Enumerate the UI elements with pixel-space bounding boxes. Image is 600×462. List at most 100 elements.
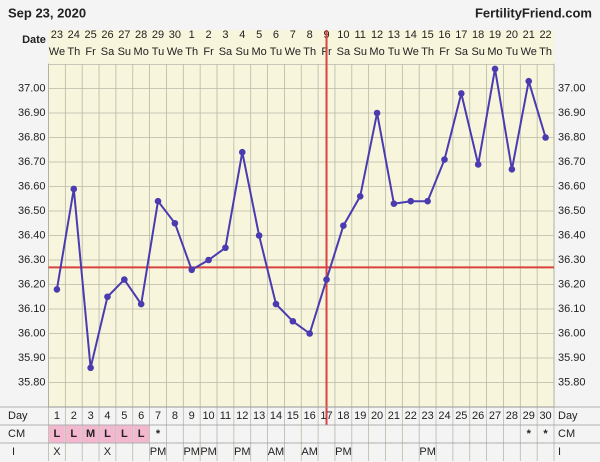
day-number: 22 — [405, 410, 417, 422]
y-tick-label-right: 36.00 — [558, 327, 586, 339]
weekday: We — [167, 46, 183, 58]
day-number: 9 — [189, 410, 195, 422]
temperature-point — [323, 276, 330, 283]
weekday: We — [403, 46, 419, 58]
temperature-point — [525, 77, 533, 85]
temperature-point — [188, 266, 196, 274]
weekday: Su — [236, 46, 249, 58]
temperature-point — [70, 185, 78, 193]
day-number: 2 — [71, 410, 77, 422]
temperature-point — [53, 286, 61, 293]
temperature-point — [154, 197, 162, 205]
temperature-point — [171, 219, 179, 227]
cm-value: L — [138, 428, 145, 440]
day-number: 16 — [304, 410, 316, 422]
weekday: Su — [353, 46, 366, 58]
cm-value: * — [527, 428, 532, 440]
day-number: 14 — [270, 410, 282, 422]
day-number: 19 — [354, 410, 366, 422]
cm-value: L — [54, 428, 61, 440]
day-number: 25 — [455, 410, 467, 422]
y-tick-label: 36.90 — [18, 107, 46, 119]
intercourse-value: AM — [301, 446, 318, 458]
temperature-point — [340, 222, 347, 229]
temperature-point — [222, 244, 229, 252]
temperature-point — [289, 317, 297, 325]
weekday: We — [49, 46, 65, 58]
date: 1 — [189, 29, 195, 41]
temperature-point — [491, 65, 499, 73]
intercourse-value: PM — [150, 446, 167, 458]
date: 27 — [118, 29, 130, 41]
intercourse-value: PM — [183, 446, 200, 458]
cm-cell — [116, 425, 133, 443]
y-tick-label-right: 36.20 — [558, 278, 586, 290]
weekday: Th — [421, 46, 434, 58]
y-tick-label-right: 36.10 — [558, 303, 586, 315]
temperature-point — [121, 276, 128, 283]
cm-label-right: CM — [558, 428, 575, 440]
temperature-point — [255, 232, 263, 239]
date: 10 — [337, 29, 349, 41]
y-tick-label: 35.90 — [18, 352, 46, 364]
weekday: Su — [118, 46, 131, 58]
temperature-point — [272, 300, 280, 308]
day-number: 20 — [371, 410, 383, 422]
temperature-point — [407, 197, 415, 205]
weekday: Sa — [219, 46, 233, 58]
date: 4 — [239, 29, 245, 41]
temperature-point — [104, 293, 111, 301]
y-tick-label-right: 36.90 — [558, 107, 586, 119]
temperature-point — [542, 134, 549, 141]
cm-value: L — [104, 428, 111, 440]
cm-cell — [65, 425, 82, 443]
y-tick-label: 36.60 — [18, 180, 46, 192]
y-tick-label: 36.10 — [18, 303, 46, 315]
day-number: 30 — [539, 410, 551, 422]
y-tick-label: 36.80 — [18, 131, 46, 143]
temperature-point — [373, 109, 381, 117]
cm-value: M — [86, 428, 95, 440]
chart-date: Sep 23, 2020 — [8, 5, 86, 20]
day-number: 11 — [220, 410, 231, 422]
day-number: 15 — [287, 410, 299, 422]
day-number: 18 — [337, 410, 349, 422]
day-number: 26 — [472, 410, 484, 422]
temperature-point — [356, 193, 364, 200]
day-number: 10 — [202, 410, 214, 422]
weekday: Th — [303, 46, 316, 58]
intercourse-value: PM — [200, 446, 217, 458]
cm-label: CM — [8, 428, 25, 440]
date: 13 — [388, 29, 400, 41]
date-label: Date — [22, 34, 46, 46]
temperature-point — [205, 256, 212, 264]
day-number: 28 — [506, 410, 518, 422]
temperature-point — [474, 161, 482, 168]
weekday: Fr — [203, 46, 214, 58]
day-number: 8 — [172, 410, 178, 422]
weekday: Tu — [388, 46, 400, 58]
weekday: Su — [471, 46, 484, 58]
y-tick-label: 36.70 — [18, 156, 46, 168]
date: 30 — [169, 29, 181, 41]
day-number: 4 — [104, 410, 110, 422]
day-number: 27 — [489, 410, 501, 422]
weekday: Mo — [369, 46, 384, 58]
intercourse-value: PM — [419, 446, 436, 458]
weekday: Mo — [487, 46, 502, 58]
weekday: Tu — [270, 46, 282, 58]
y-tick-label: 36.40 — [18, 229, 46, 241]
date: 6 — [273, 29, 279, 41]
date: 22 — [539, 29, 551, 41]
date: 17 — [455, 29, 467, 41]
day-number: 12 — [236, 410, 248, 422]
date: 18 — [472, 29, 484, 41]
cm-value: * — [156, 428, 161, 440]
day-number: 29 — [523, 410, 535, 422]
date: 15 — [422, 29, 434, 41]
y-tick-label-right: 36.70 — [558, 156, 586, 168]
day-number: 1 — [54, 410, 60, 422]
cm-cell — [133, 425, 150, 443]
cm-cell — [99, 425, 116, 443]
temperature-line — [55, 68, 547, 369]
